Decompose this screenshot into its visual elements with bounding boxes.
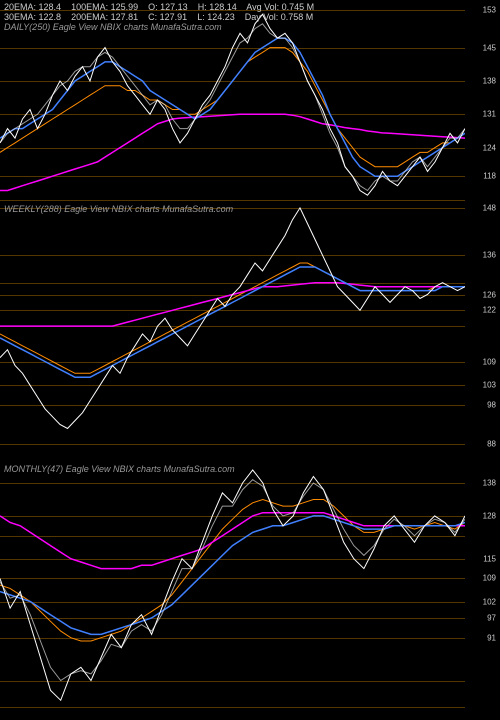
price-line-path <box>0 14 465 195</box>
y-tick-label: 109 <box>483 574 496 583</box>
y-tick-label: 103 <box>483 381 496 390</box>
y-tick-label: 97 <box>487 613 496 622</box>
y-tick-label: 88 <box>487 440 496 449</box>
chart-panel-0: 153 145 138 131 124 118 DAILY(250) Eagle View … <box>0 0 500 200</box>
price-line-path <box>0 470 465 700</box>
price-line-path <box>0 208 465 429</box>
ma-orange-path <box>0 48 465 167</box>
y-tick-label: 124 <box>483 143 496 152</box>
y-tick-label: 148 <box>483 203 496 212</box>
y-tick-label: 153 <box>483 5 496 14</box>
ema200-label: 200EMA: 127.81 <box>71 12 138 22</box>
close-label: C: 127.91 <box>148 12 187 22</box>
chart-svg <box>0 460 465 720</box>
y-tick-label: 102 <box>483 597 496 606</box>
ma-blue-path <box>0 516 465 635</box>
ema20-label: 20EMA: 128.4 <box>4 2 61 12</box>
ma-orange-path <box>0 500 465 642</box>
chart-title: DAILY(250) Eagle View NBIX charts Munafa… <box>4 22 222 32</box>
y-tick-label: 98 <box>487 400 496 409</box>
chart-svg <box>0 200 465 460</box>
y-axis: 148 136 126 122 109 103 98 88 <box>465 200 500 460</box>
ma-white-path <box>0 480 465 681</box>
ma-blue-path <box>0 267 465 377</box>
chart-panel-1: 148 136 126 122 109 103 98 88 WEEKLY(288) Eagle … <box>0 200 500 460</box>
chart-title: WEEKLY(288) Eagle View NBIX charts Munaf… <box>4 204 233 214</box>
avgvol-label: Avg Vol: 0.745 M <box>246 2 314 12</box>
chart-title: MONTHLY(47) Eagle View NBIX charts Munaf… <box>4 464 235 474</box>
high-label: H: 128.14 <box>198 2 237 12</box>
y-tick-label: 115 <box>483 554 496 563</box>
y-tick-label: 91 <box>487 633 496 642</box>
y-tick-label: 126 <box>483 290 496 299</box>
ma-pink-path <box>0 513 465 569</box>
chart-header: 20EMA: 128.4 100EMA: 125.99 O: 127.13 H:… <box>4 2 314 22</box>
y-tick-label: 122 <box>483 306 496 315</box>
y-axis: 153 145 138 131 124 118 <box>465 0 500 200</box>
y-tick-label: 145 <box>483 43 496 52</box>
y-tick-label: 118 <box>483 172 496 181</box>
ma-pink-path <box>0 283 465 326</box>
y-tick-label: 136 <box>483 251 496 260</box>
chart-panel-2: 138 128 115 109 102 97 91 MONTHLY(47) Eagle Vie… <box>0 460 500 720</box>
y-tick-label: 109 <box>483 357 496 366</box>
ma-blue-path <box>0 38 465 176</box>
y-tick-label: 128 <box>483 511 496 520</box>
ma-orange-path <box>0 263 465 373</box>
ema30-label: 30EMA: 122.8 <box>4 12 61 22</box>
dayvol-label: Day Vol: 0.758 M <box>245 12 314 22</box>
y-tick-label: 138 <box>483 76 496 85</box>
open-label: O: 127.13 <box>148 2 188 12</box>
ema100-label: 100EMA: 125.99 <box>71 2 138 12</box>
y-tick-label: 131 <box>483 110 496 119</box>
ma-pink-path <box>0 114 465 190</box>
low-label: L: 124.23 <box>197 12 235 22</box>
y-tick-label: 138 <box>483 479 496 488</box>
y-axis: 138 128 115 109 102 97 91 <box>465 460 500 720</box>
